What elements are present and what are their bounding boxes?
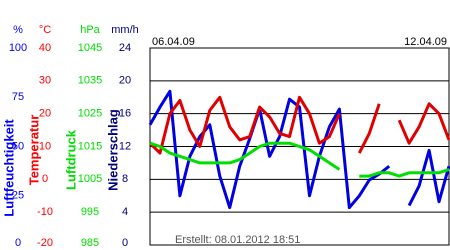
y-tick-label: 1005 xyxy=(78,173,102,185)
data-line xyxy=(148,89,450,210)
y-tick-label: 10 xyxy=(39,140,51,152)
x-label: 12.04.09 xyxy=(404,36,447,48)
y-tick-label: 25 xyxy=(12,190,24,202)
axis-title: Luftdruck xyxy=(63,129,78,190)
axis-unit: °C xyxy=(39,24,51,36)
data-line xyxy=(149,141,450,178)
y-tick-label: 40 xyxy=(39,42,51,54)
y-tick-label: 995 xyxy=(81,206,99,218)
y-tick-label: 985 xyxy=(81,237,99,249)
axis-title: Temperatur xyxy=(26,115,41,186)
y-tick-label: 50 xyxy=(12,140,24,152)
axis-unit: mm/h xyxy=(111,24,139,36)
y-tick-label: 12 xyxy=(119,140,131,152)
y-tick-label: 0 xyxy=(15,237,21,249)
y-tick-label: 4 xyxy=(122,206,128,218)
y-tick-label: 20 xyxy=(39,108,51,120)
x-label: 06.04.09 xyxy=(152,36,195,48)
axis-title: Luftfeuchtigkeit xyxy=(1,119,16,217)
axis-unit: hPa xyxy=(80,24,100,36)
y-tick-label: 30 xyxy=(39,75,51,87)
y-tick-label: 0 xyxy=(42,173,48,185)
axis-title: Niederschlag xyxy=(105,109,120,191)
y-tick-label: 1015 xyxy=(78,140,102,152)
y-tick-label: 1035 xyxy=(78,75,102,87)
y-tick-label: -10 xyxy=(37,206,53,218)
y-tick-label: 75 xyxy=(12,91,24,103)
y-tick-label: 24 xyxy=(119,42,131,54)
data-line xyxy=(148,95,450,155)
y-tick-label: 100 xyxy=(9,42,27,54)
y-tick-label: 20 xyxy=(119,75,131,87)
y-tick-label: 8 xyxy=(122,173,128,185)
y-tick-label: -20 xyxy=(37,237,53,249)
y-tick-label: 1045 xyxy=(78,42,102,54)
axis-unit: % xyxy=(13,24,23,36)
y-tick-label: 0 xyxy=(122,237,128,249)
y-tick-label: 1025 xyxy=(78,108,102,120)
footer: Erstellt: 08.01.2012 18:51 xyxy=(175,234,300,246)
y-tick-label: 16 xyxy=(119,108,131,120)
